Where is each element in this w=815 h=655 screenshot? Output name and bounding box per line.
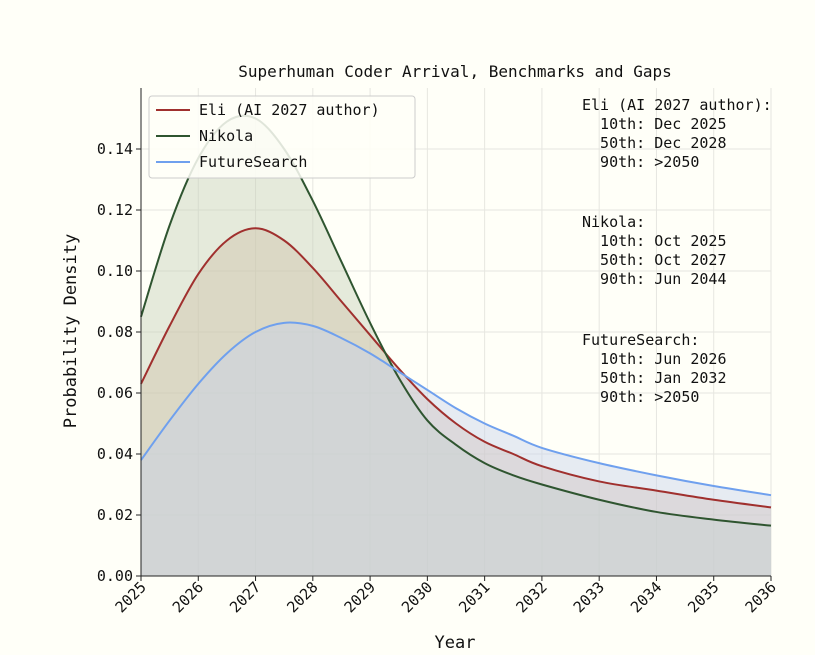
annotation-line: 50th: Jan 2032: [582, 369, 727, 387]
x-tick-label: 2032: [512, 578, 550, 616]
annotation-line: Nikola:: [582, 213, 645, 231]
x-tick-label: 2026: [169, 578, 207, 616]
area-fills: [141, 115, 771, 577]
annotation-line: 50th: Oct 2027: [582, 251, 727, 269]
x-axis-ticks: 2025 2026 2027 2028 2029 2030 2031 2032 2033 2034…: [112, 576, 780, 616]
series-area-eli-ai-2027-author: [141, 228, 771, 577]
y-tick-label: 0.14: [97, 140, 133, 158]
x-tick-label: 2033: [570, 578, 608, 616]
y-axis-ticks: 0.00 0.02 0.04 0.06 0.08 0.10 0.12 0.14: [97, 140, 141, 585]
y-tick-label: 0.00: [97, 567, 133, 585]
y-tick-label: 0.02: [97, 506, 133, 524]
legend-box: [148, 95, 416, 179]
annotation-line: 10th: Jun 2026: [582, 350, 727, 368]
annotation-line: 50th: Dec 2028: [582, 134, 727, 152]
percentile-annotations: Eli (AI 2027 author): 10th: Dec 2025 50t…: [582, 96, 772, 406]
legend: Eli (AI 2027 author) Nikola FutureSearch: [148, 95, 416, 179]
annotation-block: Nikola: 10th: Oct 2025 50th: Oct 2027 90…: [582, 213, 727, 288]
legend-label: FutureSearch: [199, 153, 307, 171]
annotation-line: FutureSearch:: [582, 331, 699, 349]
x-tick-label: 2030: [398, 578, 436, 616]
chart-title: Superhuman Coder Arrival, Benchmarks and…: [238, 62, 671, 81]
series-line-eli-ai-2027-author: [140, 227, 772, 509]
y-axis-label: Probability Density: [61, 234, 81, 428]
x-tick-label: 2028: [283, 578, 321, 616]
series-area-futuresearch: [141, 322, 771, 576]
x-tick-label: 2027: [226, 578, 264, 616]
annotation-line: 90th: Jun 2044: [582, 270, 727, 288]
series-area-nikola: [141, 115, 771, 576]
y-tick-label: 0.06: [97, 384, 133, 402]
x-tick-label: 2034: [627, 578, 665, 616]
x-tick-label: 2029: [341, 578, 379, 616]
annotation-block: FutureSearch: 10th: Jun 2026 50th: Jan 2…: [582, 331, 727, 406]
y-tick-label: 0.04: [97, 445, 133, 463]
x-axis-label: Year: [435, 633, 476, 653]
annotation-line: 10th: Dec 2025: [582, 115, 727, 133]
annotation-block: Eli (AI 2027 author): 10th: Dec 2025 50t…: [582, 96, 772, 171]
annotation-line: 90th: >2050: [582, 388, 699, 406]
y-tick-label: 0.12: [97, 201, 133, 219]
y-tick-label: 0.10: [97, 262, 133, 280]
legend-label: Eli (AI 2027 author): [199, 101, 380, 119]
series-line-futuresearch: [140, 321, 772, 497]
annotation-line: Eli (AI 2027 author):: [582, 96, 772, 114]
x-tick-label: 2036: [742, 578, 780, 616]
annotation-line: 10th: Oct 2025: [582, 232, 727, 250]
x-tick-label: 2035: [684, 578, 722, 616]
x-tick-label: 2031: [455, 578, 493, 616]
annotation-line: 90th: >2050: [582, 153, 699, 171]
legend-label: Nikola: [199, 127, 253, 145]
y-tick-label: 0.08: [97, 323, 133, 341]
